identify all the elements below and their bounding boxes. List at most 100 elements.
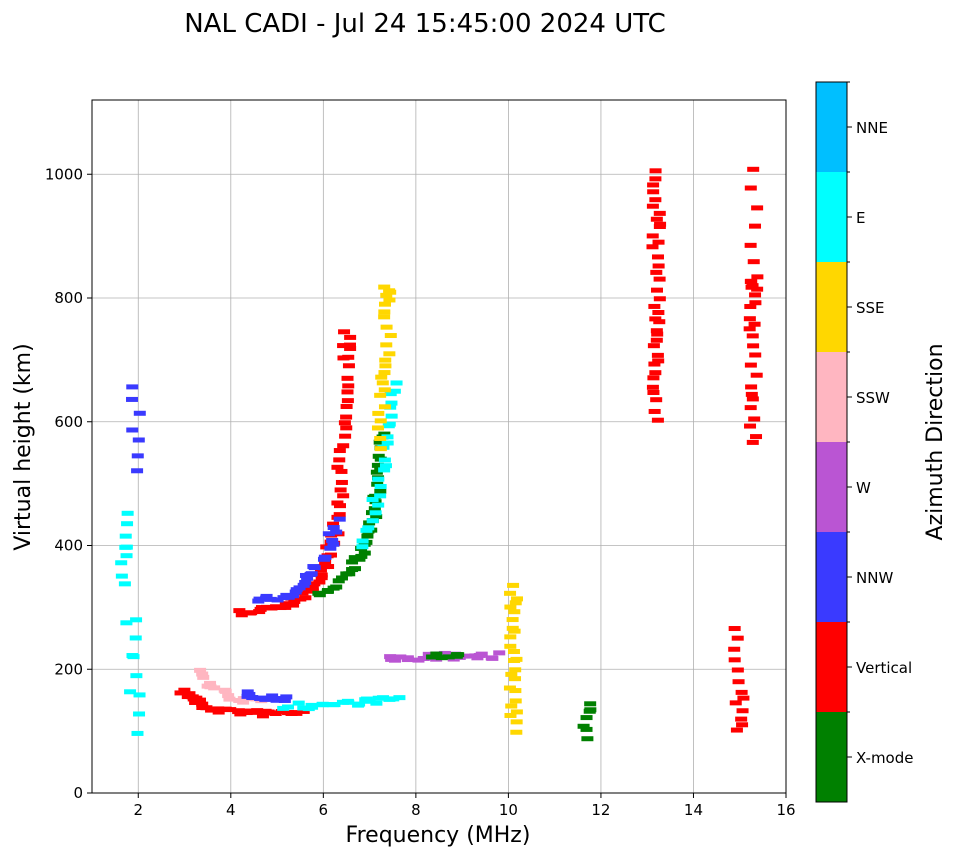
echo-point <box>510 596 523 602</box>
echo-point <box>648 361 661 367</box>
echo-point <box>430 651 443 657</box>
echo-point <box>115 560 128 566</box>
echo-point <box>234 711 247 717</box>
echo-point <box>256 713 269 719</box>
echo-point <box>374 418 387 424</box>
echo-point <box>297 708 310 714</box>
echo-point <box>340 414 353 420</box>
echo-point <box>318 554 331 560</box>
y-tick-label: 0 <box>73 784 83 802</box>
echo-point <box>233 608 246 614</box>
echo-point <box>650 287 663 293</box>
echo-point <box>341 375 354 381</box>
echo-point <box>743 326 756 332</box>
echo-point <box>375 374 388 380</box>
trace-nnw <box>126 384 146 474</box>
echo-point <box>370 469 383 475</box>
echo-point <box>646 233 659 239</box>
x-axis-label: Frequency (MHz) <box>346 823 531 848</box>
plot-frame <box>91 99 787 794</box>
echo-point <box>383 288 396 294</box>
echo-point <box>388 657 401 663</box>
echo-point <box>749 223 762 229</box>
x-axis-ticks: 2 4 6 8 10 12 14 16 <box>133 793 796 819</box>
echo-point <box>379 357 392 363</box>
echo-point <box>509 600 522 606</box>
echo-point <box>119 544 132 550</box>
echo-point <box>275 708 288 714</box>
echo-point <box>417 655 430 661</box>
echo-point <box>130 617 143 623</box>
echo-point <box>452 652 465 658</box>
echo-point <box>340 404 353 410</box>
echo-point <box>422 651 435 657</box>
echo-point <box>333 516 346 522</box>
echo-point <box>119 533 132 539</box>
echo-point <box>372 453 385 459</box>
echo-point <box>245 610 258 616</box>
echo-point <box>290 587 303 593</box>
echo-point <box>746 439 759 445</box>
echo-point <box>314 567 327 573</box>
colorbar-label-vertical: Vertical <box>856 659 912 677</box>
echo-point <box>196 701 209 707</box>
echo-point <box>378 301 391 307</box>
colorbar-swatch <box>816 82 847 172</box>
echo-point <box>337 493 350 499</box>
colorbar-swatch <box>816 532 847 622</box>
echo-point <box>504 590 517 596</box>
trace-vertical <box>728 626 750 733</box>
echo-point <box>337 443 350 449</box>
x-tick-label: 16 <box>776 801 795 819</box>
echo-point <box>383 351 396 357</box>
echo-point <box>120 620 133 626</box>
echo-point <box>750 434 763 440</box>
echo-point <box>747 166 760 172</box>
echo-point <box>747 259 760 265</box>
echo-point <box>378 431 391 437</box>
echo-point <box>387 696 400 702</box>
echo-point <box>746 333 759 339</box>
echo-point <box>379 363 392 369</box>
y-tick-label: 200 <box>54 660 83 678</box>
echo-point <box>333 457 346 463</box>
echo-point <box>362 525 375 531</box>
echo-point <box>193 697 206 703</box>
echo-point <box>133 692 146 698</box>
echo-point <box>650 216 663 222</box>
echo-point <box>385 400 398 406</box>
echo-point <box>458 653 471 659</box>
echo-point <box>744 303 757 309</box>
echo-point <box>374 493 387 499</box>
echo-point <box>744 405 757 411</box>
echo-point <box>326 537 339 543</box>
echo-point <box>577 723 590 729</box>
echo-point <box>178 687 191 693</box>
echo-point <box>335 479 348 485</box>
colorbar-label-sse: SSE <box>856 299 885 317</box>
echo-point <box>346 559 359 565</box>
echo-point <box>743 316 756 322</box>
echo-point <box>334 487 347 493</box>
echo-point <box>333 503 346 509</box>
echo-point <box>212 709 225 715</box>
echo-point <box>372 502 385 508</box>
echo-point <box>131 468 144 474</box>
echo-point <box>647 189 660 195</box>
trace-vertical <box>174 687 310 719</box>
x-tick-label: 10 <box>499 801 518 819</box>
echo-point <box>279 601 292 607</box>
echo-point <box>327 521 340 527</box>
echo-point <box>378 457 391 463</box>
plot-area: 2 4 6 8 10 12 14 16 0 200 400 600 800 1000 <box>45 99 796 819</box>
echo-point <box>381 434 394 440</box>
echo-point <box>246 695 259 701</box>
echo-point <box>394 654 407 660</box>
echo-point <box>130 673 143 679</box>
echo-point <box>651 254 664 260</box>
echo-point <box>327 525 340 531</box>
echo-point <box>504 643 517 649</box>
echo-point <box>650 269 663 275</box>
echo-point <box>378 370 391 376</box>
echo-point <box>510 656 523 662</box>
